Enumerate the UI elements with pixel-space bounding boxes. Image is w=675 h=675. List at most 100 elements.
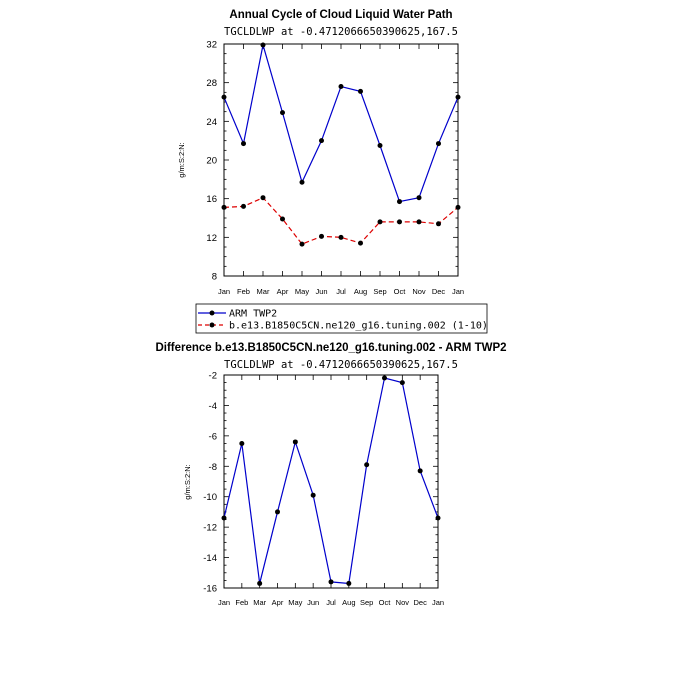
x-tick-label: Feb — [237, 287, 250, 296]
y-tick-label: 16 — [206, 194, 217, 205]
x-tick-label: Mar — [253, 598, 266, 607]
x-tick-label: Apr — [272, 598, 284, 607]
y-tick-label: -2 — [209, 371, 217, 382]
x-tick-label: Oct — [379, 598, 392, 607]
data-point — [257, 580, 263, 586]
y-tick-label: -4 — [209, 401, 217, 412]
x-tick-label: Dec — [432, 287, 446, 296]
data-point — [221, 204, 227, 210]
data-point — [319, 138, 324, 144]
x-tick-label: Aug — [342, 598, 355, 607]
data-point — [275, 509, 280, 515]
data-point — [382, 375, 387, 381]
data-point — [435, 515, 441, 521]
data-point — [221, 515, 227, 521]
x-tick-label: Jul — [336, 287, 346, 296]
x-tick-label: Mar — [257, 287, 270, 296]
y-tick-label: -12 — [203, 523, 217, 534]
x-tick-label: Sep — [360, 598, 373, 607]
data-point — [239, 440, 245, 446]
data-point — [416, 195, 422, 201]
x-tick-label: May — [295, 287, 309, 296]
chart-title: Annual Cycle of Cloud Liquid Water Path — [229, 9, 452, 21]
data-point — [299, 241, 305, 247]
y-tick-label: 28 — [206, 78, 217, 89]
data-point — [397, 199, 402, 205]
data-point — [455, 204, 461, 210]
data-point — [260, 42, 266, 48]
x-tick-label: Jun — [307, 598, 319, 607]
x-tick-label: Jul — [326, 598, 336, 607]
y-tick-label: -8 — [209, 462, 217, 473]
y-tick-label: -10 — [203, 492, 217, 503]
legend-marker-arm — [209, 310, 215, 316]
legend-box — [195, 303, 488, 334]
x-tick-label: Dec — [413, 598, 427, 607]
annual-cycle-chart: Annual Cycle of Cloud Liquid Water Path … — [177, 9, 464, 296]
x-tick-label: Jan — [452, 287, 464, 296]
x-tick-label: Sep — [373, 287, 386, 296]
data-point — [358, 88, 363, 94]
data-point — [241, 141, 246, 147]
x-tick-label: Oct — [394, 287, 407, 296]
data-point — [377, 143, 383, 148]
x-tick-label: Nov — [396, 598, 410, 607]
data-point — [399, 380, 405, 386]
data-point — [310, 492, 316, 498]
y-tick-label: -14 — [203, 553, 217, 564]
data-point — [417, 468, 423, 474]
x-tick-label: Jan — [432, 598, 444, 607]
data-point — [299, 179, 305, 185]
series-line-0 — [223, 44, 459, 203]
data-point — [292, 439, 298, 445]
chart-subtitle: TGCLDLWP at -0.4712066650390625,167.5 — [224, 359, 458, 371]
y-tick-label: -16 — [203, 584, 217, 595]
data-point — [436, 221, 441, 227]
chart-subtitle: TGCLDLWP at -0.4712066650390625,167.5 — [224, 26, 458, 38]
x-tick-label: Jan — [218, 598, 230, 607]
y-tick-label: 24 — [206, 117, 217, 128]
y-tick-label: 32 — [206, 40, 217, 51]
data-point — [358, 240, 363, 246]
y-tick-label: 20 — [206, 156, 217, 167]
legend-label-arm: ARM TWP2 — [229, 309, 277, 320]
data-point — [338, 84, 344, 90]
x-tick-label: Feb — [235, 598, 248, 607]
x-tick-label: Apr — [277, 287, 289, 296]
legend-marker-model — [209, 322, 215, 328]
plot-frame — [223, 43, 459, 277]
x-tick-label: May — [288, 598, 302, 607]
data-point — [280, 110, 285, 116]
y-tick-label: 8 — [212, 272, 217, 283]
data-point — [241, 203, 246, 209]
data-point — [328, 579, 334, 585]
series-line-0 — [223, 377, 439, 585]
data-point — [397, 219, 402, 225]
data-point — [377, 219, 383, 225]
chart-title: Difference b.e13.B1850C5CN.ne120_g16.tun… — [155, 342, 506, 354]
x-tick-label: Aug — [354, 287, 367, 296]
data-point — [319, 233, 324, 239]
y-axis-label: g/m:S:2:N: — [177, 142, 186, 177]
legend-label-model: b.e13.B1850C5CN.ne120_g16.tuning.002 (1-… — [229, 321, 488, 332]
x-tick-label: Nov — [412, 287, 426, 296]
data-point — [455, 94, 461, 100]
x-tick-label: Jun — [315, 287, 327, 296]
data-point — [221, 94, 227, 100]
x-tick-label: Jan — [218, 287, 230, 296]
data-point — [416, 219, 422, 225]
y-tick-label: -6 — [209, 431, 217, 442]
y-tick-label: 12 — [206, 233, 217, 244]
data-point — [364, 462, 370, 468]
data-point — [346, 580, 352, 586]
legend: ARM TWP2 b.e13.B1850C5CN.ne120_g16.tunin… — [195, 303, 488, 334]
data-point — [338, 234, 344, 240]
data-point — [436, 141, 441, 147]
data-point — [260, 195, 266, 201]
data-point — [280, 216, 285, 222]
y-axis-label: g/m:S:2:N: — [183, 464, 192, 499]
difference-chart: Difference b.e13.B1850C5CN.ne120_g16.tun… — [155, 342, 506, 607]
plot-area: 8 12 16 20 24 28 32 Jan Feb Mar Apr May Jun Jul Aug Sep… — [206, 40, 464, 297]
plot-area: -16 -14 -12 -10 -8 -6 -4 -2 Jan Feb Mar Apr May Jun Ju… — [203, 371, 444, 608]
